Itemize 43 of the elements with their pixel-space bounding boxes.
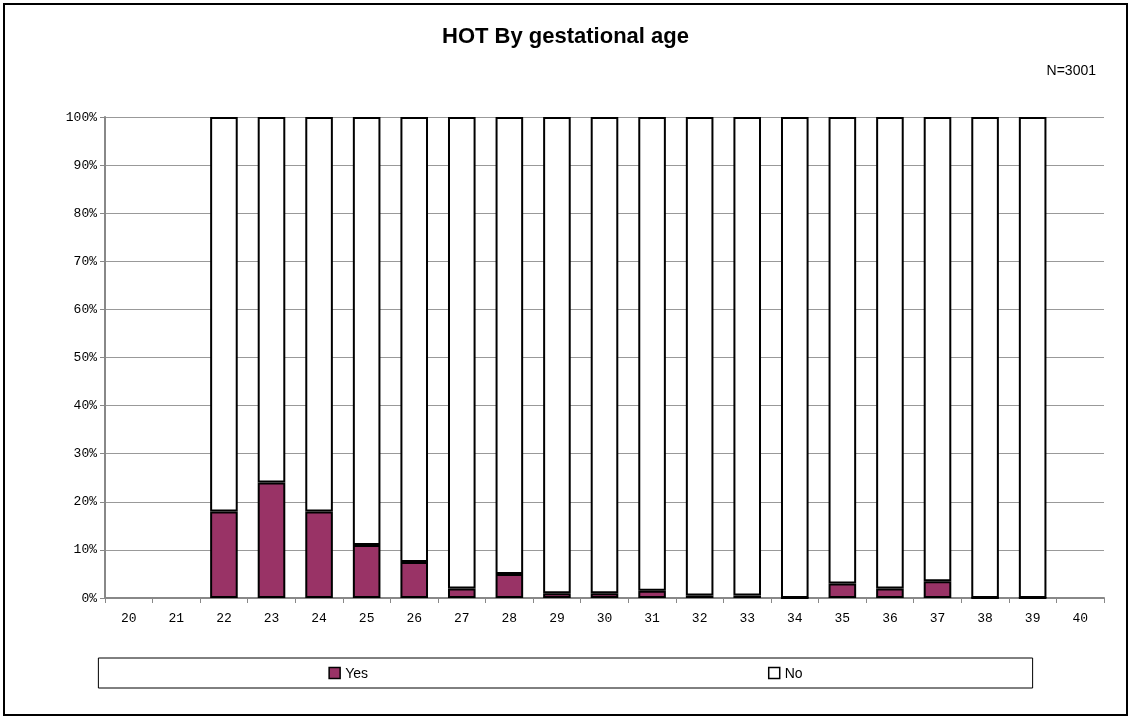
x-tick-label: 32 bbox=[691, 611, 708, 626]
bar bbox=[685, 117, 714, 596]
y-tick-label: 40% bbox=[73, 398, 98, 414]
x-tick-label: 30 bbox=[596, 611, 613, 626]
bar bbox=[543, 117, 571, 594]
y-tick-label: 30% bbox=[73, 446, 98, 462]
x-tick-label: 23 bbox=[263, 611, 280, 626]
x-tick-label: 20 bbox=[120, 611, 137, 626]
chart-title: HOT By gestational age bbox=[442, 22, 689, 48]
bar bbox=[780, 117, 809, 598]
x-tick-label: 25 bbox=[358, 611, 375, 626]
bar bbox=[1018, 117, 1047, 598]
legend-label: Yes bbox=[345, 665, 368, 681]
y-tick-label: 70% bbox=[73, 253, 98, 269]
x-tick-label: 33 bbox=[739, 611, 756, 626]
y-tick-label: 60% bbox=[73, 301, 98, 317]
x-tick-label: 40 bbox=[1072, 611, 1089, 626]
x-tick-label: 26 bbox=[406, 611, 423, 626]
y-tick-label: 80% bbox=[73, 205, 98, 221]
y-tick-label: 90% bbox=[73, 157, 98, 173]
x-tick-label: 21 bbox=[168, 611, 185, 626]
y-tick-label: 100% bbox=[65, 109, 98, 125]
bar bbox=[971, 117, 999, 598]
x-tick-label: 24 bbox=[311, 611, 328, 626]
text: N=3001 bbox=[1046, 62, 1097, 78]
x-tick-label: 38 bbox=[977, 611, 993, 626]
y-tick-label: 20% bbox=[73, 494, 98, 510]
bar bbox=[733, 117, 762, 596]
x-tick-label: 28 bbox=[501, 611, 518, 626]
y-tick-label: 0% bbox=[81, 590, 98, 606]
x-tick-label: 35 bbox=[834, 611, 851, 626]
legend-label: No bbox=[784, 665, 803, 681]
x-tick-label: 22 bbox=[216, 611, 232, 626]
x-tick-label: 37 bbox=[929, 611, 946, 626]
x-tick-label: 27 bbox=[453, 611, 470, 626]
bar bbox=[590, 117, 619, 594]
x-tick-label: 29 bbox=[549, 611, 565, 626]
x-tick-label: 39 bbox=[1024, 611, 1041, 626]
y-tick-label: 50% bbox=[73, 350, 98, 365]
x-tick-label: 34 bbox=[786, 611, 803, 626]
x-tick-label: 31 bbox=[644, 611, 661, 626]
y-tick-label: 10% bbox=[73, 542, 98, 558]
x-tick-label: 36 bbox=[882, 611, 898, 626]
